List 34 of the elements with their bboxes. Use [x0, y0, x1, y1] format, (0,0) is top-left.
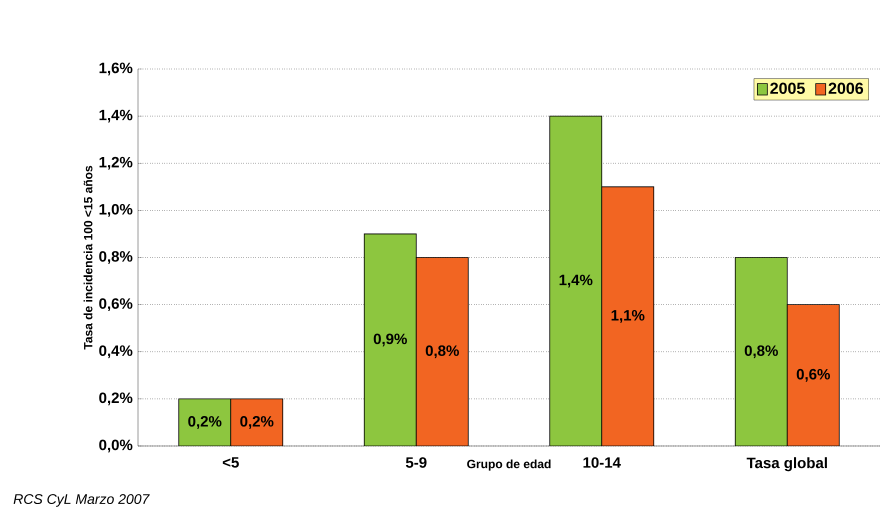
x-tick-label: Tasa global	[746, 457, 827, 472]
bar	[416, 257, 469, 446]
data-label: 0,9%	[374, 334, 407, 346]
y-tick-label: 0,8%	[99, 251, 132, 264]
y-tick-label: 1,0%	[100, 204, 132, 217]
data-label: 0,2%	[188, 416, 222, 429]
x-tick-label: 10-14	[584, 457, 621, 468]
data-label: 0,8%	[426, 345, 459, 358]
x-tick-label: <5	[222, 457, 239, 468]
text: RCS CyL Marzo 2007	[14, 494, 150, 507]
y-tick-label: 0,2%	[99, 392, 132, 406]
y-tick-label: 1,2%	[100, 156, 132, 170]
y-tick-label: 1,4%	[100, 110, 132, 122]
legend-label: 2006	[828, 82, 864, 94]
bar	[230, 398, 284, 446]
y-tick-label: 0,6%	[99, 298, 132, 312]
data-label: 1,4%	[560, 274, 592, 288]
bar	[601, 186, 654, 446]
y-axis-title: Tasa de incidencia 100 <15 años	[84, 166, 92, 350]
bar	[734, 257, 788, 446]
x-tick-label: 5-9	[406, 457, 427, 468]
x-axis-title: Grupo de edad	[467, 459, 551, 471]
data-label: 0,6%	[796, 368, 830, 382]
y-tick-label: 1,6%	[100, 62, 132, 76]
bar	[364, 234, 417, 446]
legend-label: 2005	[770, 82, 805, 94]
data-label: 0,8%	[744, 345, 778, 358]
data-label: 0,2%	[240, 416, 274, 429]
y-tick-label: 0,0%	[99, 440, 132, 452]
data-label: 1,1%	[612, 310, 644, 323]
y-tick-label: 0,4%	[99, 345, 132, 358]
bar	[786, 304, 840, 446]
bar	[178, 398, 232, 446]
bar	[549, 116, 602, 446]
